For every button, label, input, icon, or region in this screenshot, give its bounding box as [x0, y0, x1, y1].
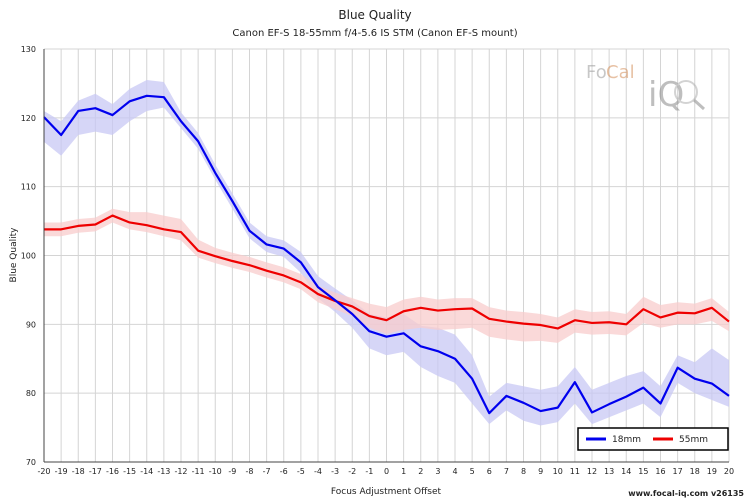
- y-tick-label: 110: [21, 183, 36, 192]
- legend-label-18mm: 18mm: [612, 435, 641, 445]
- series-line-18mm: [43, 94, 730, 415]
- y-axis-label: Blue Quality: [9, 227, 19, 283]
- legend: 18mm 55mm: [577, 427, 729, 451]
- x-tick-label: -12: [174, 467, 187, 476]
- x-tick-label: -1: [365, 467, 373, 476]
- x-tick-label: 18: [690, 467, 700, 476]
- x-tick-label: 4: [452, 467, 457, 476]
- axes: [43, 49, 729, 463]
- x-tick-label: -9: [228, 467, 236, 476]
- x-tick-label: 6: [487, 467, 492, 476]
- x-tick-label: -6: [280, 467, 288, 476]
- x-tick-label: -3: [331, 467, 339, 476]
- focal-iq-logo: Fo Cal iQ: [586, 62, 706, 115]
- x-tick-label: 3: [435, 467, 440, 476]
- x-tick-label: -5: [297, 467, 305, 476]
- x-tick-label: 2: [418, 467, 423, 476]
- y-tick-label: 80: [26, 389, 36, 398]
- x-tick-label: -7: [263, 467, 271, 476]
- x-tick-label: -10: [209, 467, 222, 476]
- tick-labels: -20 -19 -18 -17 -16 -15 -14 -13 -12 -11 -10 -9 -8 -7-…: [21, 45, 734, 476]
- x-tick-label: 8: [521, 467, 526, 476]
- y-tick-label: 70: [26, 458, 36, 467]
- legend-label-55mm: 55mm: [679, 435, 708, 445]
- x-tick-label: -8: [246, 467, 254, 476]
- y-tick-label: 120: [21, 114, 36, 123]
- footer-text: www.focal-iq.com v26135: [628, 489, 744, 498]
- x-tick-label: 10: [553, 467, 563, 476]
- x-tick-label: 19: [707, 467, 717, 476]
- x-tick-label: -15: [123, 467, 136, 476]
- x-tick-label: 14: [621, 467, 631, 476]
- x-tick-label: -19: [55, 467, 68, 476]
- logo-text-fo: Fo: [586, 62, 607, 83]
- confidence-bands: [44, 79, 729, 426]
- logo-text-iq: iQ: [648, 75, 684, 115]
- logo-magnifier-icon: [674, 80, 698, 104]
- chart-title: Blue Quality: [338, 8, 411, 22]
- logo-text-cal: Cal: [606, 62, 635, 83]
- band-18mm: [44, 79, 729, 426]
- x-tick-label: 9: [538, 467, 543, 476]
- x-tick-label: -4: [314, 467, 322, 476]
- x-tick-label: -13: [157, 467, 170, 476]
- x-tick-label: 11: [570, 467, 580, 476]
- x-tick-label: 20: [724, 467, 734, 476]
- x-tick-label: 16: [655, 467, 665, 476]
- series-line-55mm: [44, 214, 730, 330]
- x-tick-label: -2: [348, 467, 356, 476]
- x-tick-label: -17: [89, 467, 102, 476]
- y-tick-label: 130: [21, 45, 36, 54]
- band-55mm: [44, 208, 729, 343]
- x-tick-label: -11: [192, 467, 205, 476]
- y-tick-label: 90: [26, 320, 36, 329]
- chart-subtitle: Canon EF-S 18-55mm f/4-5.6 IS STM (Canon…: [232, 28, 517, 39]
- x-tick-label: 0: [384, 467, 389, 476]
- x-tick-label: 7: [504, 467, 509, 476]
- x-tick-label: -18: [72, 467, 85, 476]
- x-tick-label: 15: [638, 467, 648, 476]
- x-tick-label: 1: [401, 467, 406, 476]
- x-tick-label: 12: [587, 467, 597, 476]
- y-tick-label: 100: [21, 252, 36, 261]
- x-tick-label: -14: [140, 467, 153, 476]
- logo-magnifier-handle: [692, 98, 706, 111]
- x-tick-label: -20: [37, 467, 50, 476]
- x-tick-label: -16: [106, 467, 119, 476]
- x-axis-label: Focus Adjustment Offset: [331, 487, 442, 497]
- x-tick-label: 13: [604, 467, 614, 476]
- x-tick-label: 17: [673, 467, 683, 476]
- x-tick-label: 5: [470, 467, 475, 476]
- series-lines: [43, 94, 730, 415]
